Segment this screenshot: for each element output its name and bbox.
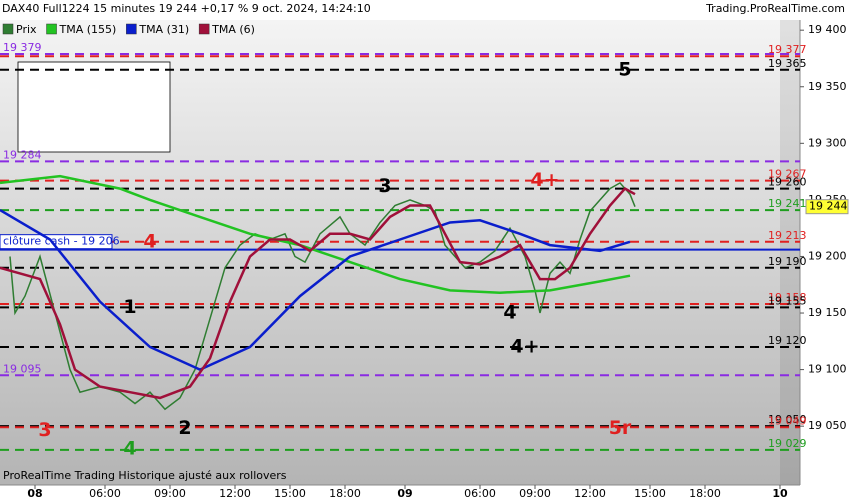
annotation: 4 [143, 230, 156, 252]
x-tick-label: 09:00 [154, 487, 186, 500]
x-tick-label: 15:00 [634, 487, 666, 500]
level-label: 19 049 [768, 414, 807, 427]
y-tick-label: 19 150 [808, 306, 847, 319]
series-line [0, 209, 631, 371]
y-tick-label: 19 300 [808, 136, 847, 149]
series-line [0, 187, 636, 400]
level-label: 19 213 [768, 229, 807, 242]
x-tick-label: 09 [397, 487, 412, 500]
legend-swatch [198, 23, 210, 35]
source: Trading.ProRealTime.com [705, 2, 845, 15]
x-tick-label: 15:00 [274, 487, 306, 500]
x-tick-label: 09:00 [519, 487, 551, 500]
x-tick-label: 06:00 [89, 487, 121, 500]
x-tick-label: 18:00 [689, 487, 721, 500]
legend: Prix TMA (155) TMA (31) TMA (6) [2, 23, 255, 36]
level-label: 19 095 [3, 362, 42, 375]
legend-swatch [126, 23, 137, 35]
last-value-label: 19 244 [809, 200, 848, 213]
annotation: 1 [123, 296, 136, 318]
level-label: 19 267 [768, 168, 807, 181]
y-tick-label: 19 350 [808, 80, 847, 93]
legend-swatch [46, 23, 57, 35]
annotation: 2 [178, 417, 191, 439]
y-tick-label: 19 200 [808, 249, 847, 262]
series-line [0, 174, 631, 294]
level-label: 19 050 [768, 413, 807, 426]
x-tick-label: 08 [27, 487, 42, 500]
cash-close-label: clôture cash - 19 206 [3, 235, 120, 248]
x-tick-label: 10 [772, 487, 788, 500]
annotation: 4 [503, 302, 516, 324]
x-tick-label: 12:00 [219, 487, 251, 500]
annotation: 3 [38, 419, 51, 441]
legend-label: TMA (155) [59, 23, 117, 36]
legend-swatch [2, 23, 14, 35]
info-box [17, 61, 171, 153]
y-tick-label: 19 050 [808, 419, 847, 432]
last-value-box [805, 199, 849, 215]
chart-title: DAX40 Full1224 15 minutes 19 244 +0,17 %… [2, 2, 371, 15]
annotation: 5 [618, 58, 631, 80]
level-label: 19 155 [768, 294, 807, 307]
level-label: 19 379 [3, 41, 42, 54]
y-tick-label: 19 100 [808, 363, 847, 376]
legend-label: TMA (31) [138, 23, 189, 36]
level-label: 19 190 [768, 255, 807, 268]
level-label: 19 365 [768, 57, 807, 70]
annotation: 4+ [510, 335, 539, 357]
level-label: 19 029 [768, 437, 807, 450]
legend-label: Prix [16, 23, 37, 36]
level-label: 19 284 [3, 148, 42, 161]
annotation: 5r [609, 417, 632, 439]
level-label: 19 120 [768, 334, 807, 347]
x-tick-label: 06:00 [464, 487, 496, 500]
level-label: 19 241 [768, 197, 807, 210]
footer: ProRealTime Trading Historique ajusté au… [3, 469, 287, 482]
level-label: 19 260 [768, 176, 807, 189]
x-tick-label: 12:00 [574, 487, 606, 500]
level-label: 19 158 [768, 291, 807, 304]
annotation: 4+ [530, 169, 559, 191]
legend-label: TMA (6) [211, 23, 255, 36]
y-tick-label: 19 400 [808, 23, 847, 36]
annotation: 4 [123, 437, 136, 459]
x-tick-label: 18:00 [329, 487, 361, 500]
annotation: 3 [378, 175, 391, 197]
session-shade [780, 20, 800, 485]
